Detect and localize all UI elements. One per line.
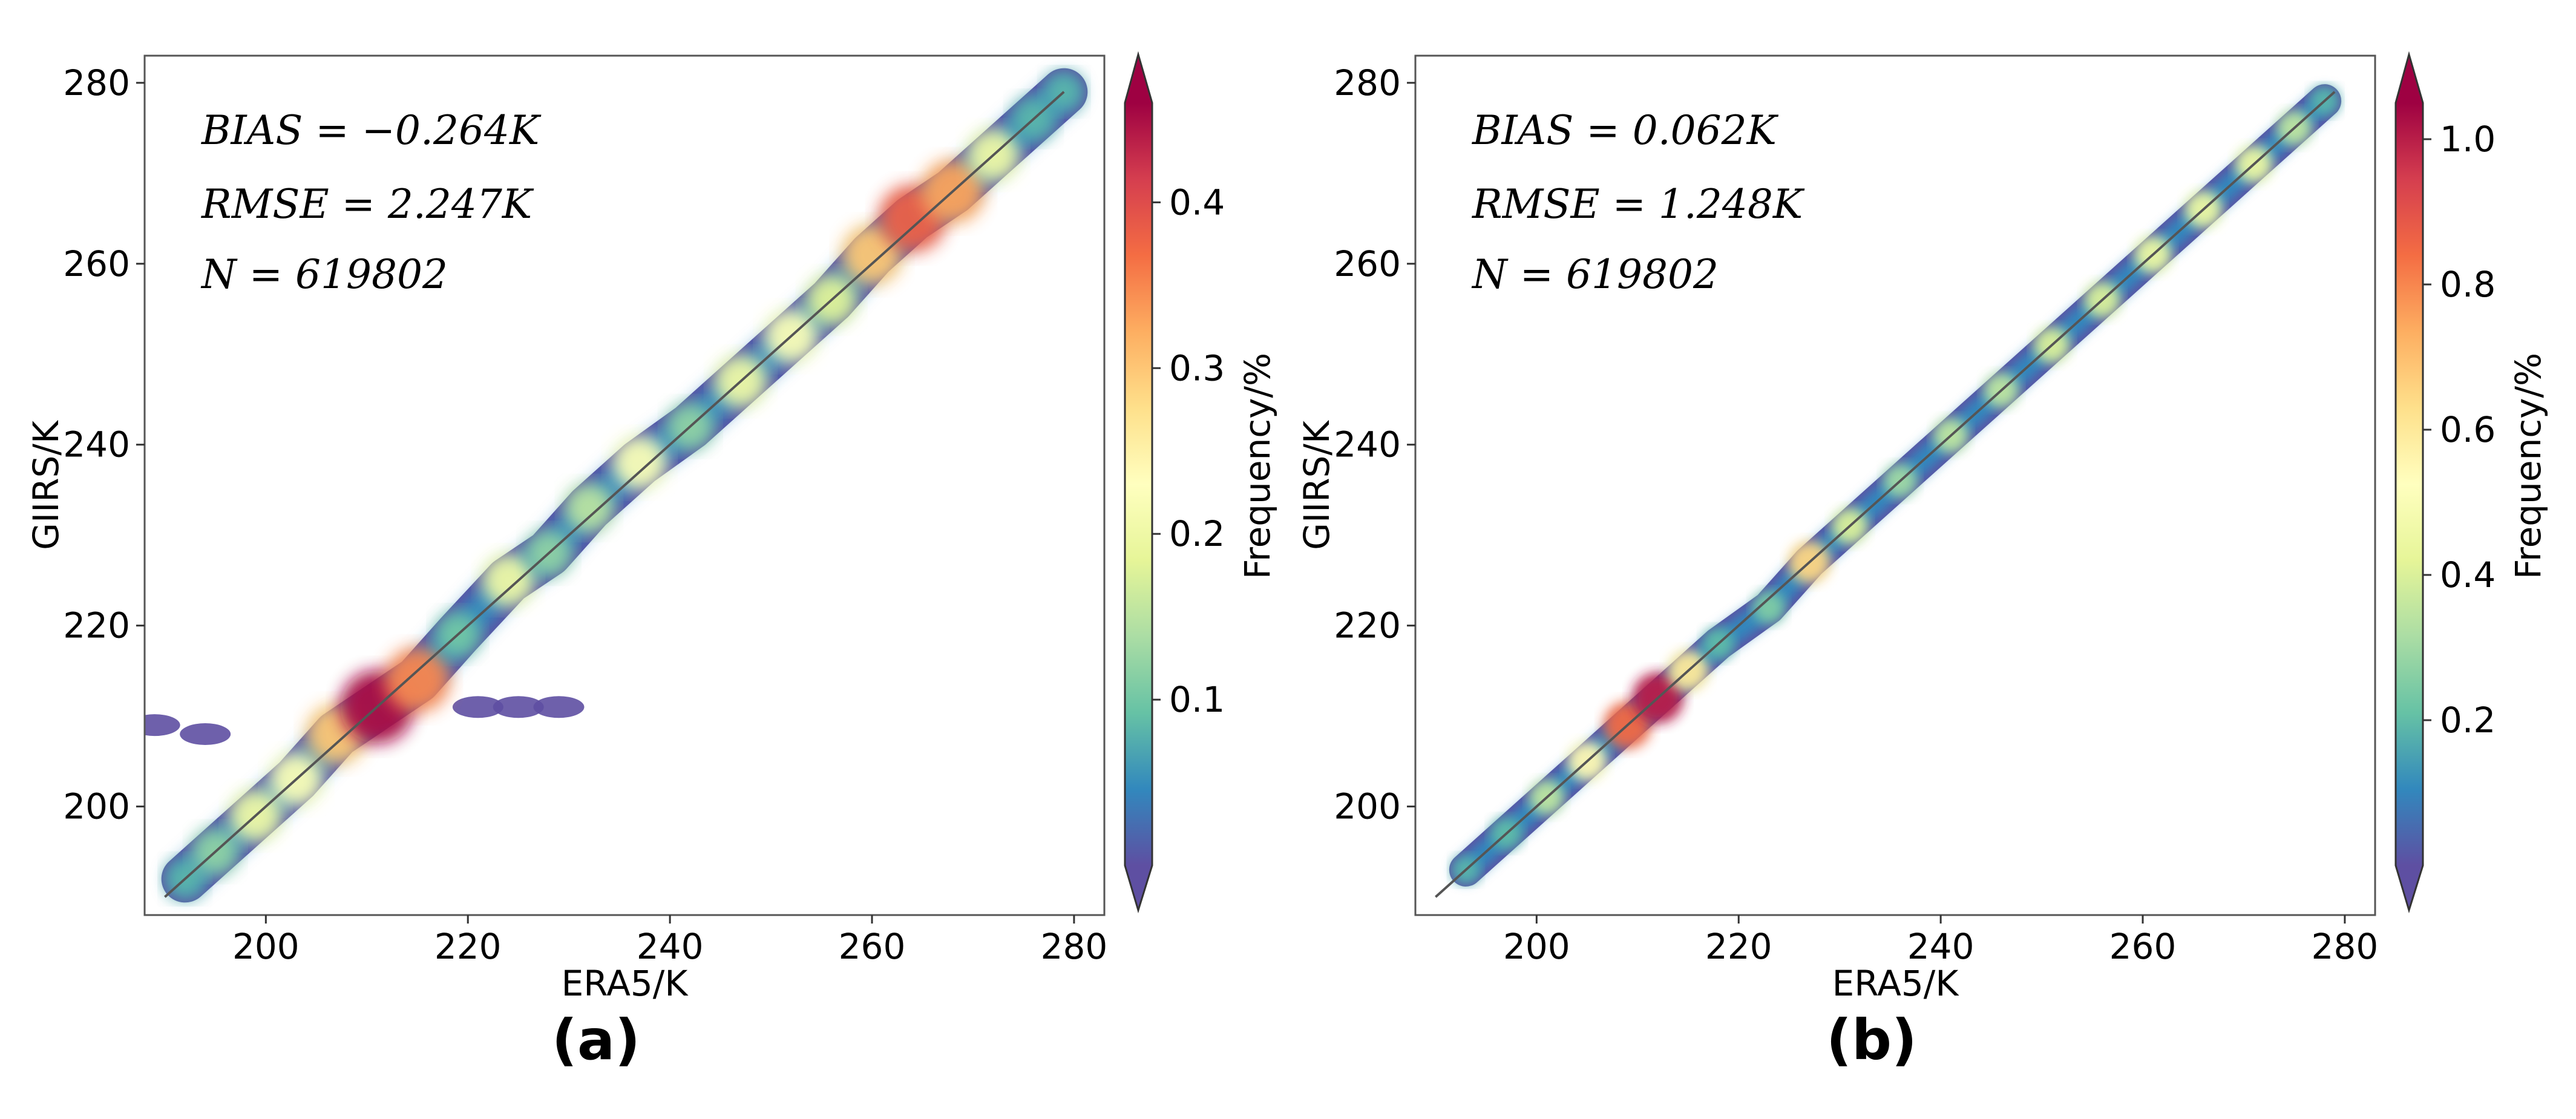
x-tick-label-a-200: 200 (232, 926, 300, 967)
colorbar-tick-label-b-1: 0.4 (2440, 554, 2496, 596)
n-text-b: N = 619802 (1471, 251, 1719, 298)
colorbar-ticks-b: 0.2 0.4 0.6 0.8 1.0 (2423, 119, 2496, 741)
x-ticks-b: 200 220 240 260 280 (1503, 915, 2378, 967)
y-tick-label-b-220: 220 (1334, 605, 1401, 646)
colorbar-label-a: Frequency/% (1237, 353, 1278, 579)
outlier-point-a-1 (493, 696, 544, 718)
y-axis-label-b: GIIRS/K (1296, 419, 1337, 550)
colorbar-extend-top-a (1125, 54, 1152, 103)
colorbar-outline-b (2394, 51, 2424, 914)
rmse-text-a: RMSE = 2.247K (201, 181, 534, 228)
colorbar-outline-a (1124, 51, 1153, 914)
y-tick-label-a-220: 220 (63, 605, 130, 646)
y-tick-label-a-200: 200 (63, 786, 130, 827)
y-tick-label-b-280: 280 (1334, 62, 1401, 103)
y-ticks-b: 200 220 240 260 280 (1334, 62, 1415, 827)
bias-text-a: BIAS = −0.264K (201, 107, 542, 154)
one-to-one-line-a (164, 91, 1065, 898)
colorbar-tick-label-a-3: 0.4 (1169, 182, 1225, 223)
y-tick-label-a-240: 240 (63, 424, 130, 465)
colorbar-body-a (1125, 103, 1152, 865)
colorbar-extend-top-b (2396, 54, 2423, 103)
outlier-point-a-4 (180, 723, 231, 746)
colorbar-tick-label-b-4: 1.0 (2440, 119, 2496, 160)
colorbar-b: 0.2 0.4 0.6 0.8 1.0 Frequency/% (2394, 51, 2549, 914)
y-tick-label-b-240: 240 (1334, 424, 1401, 465)
rmse-text-b: RMSE = 1.248K (1472, 181, 1805, 228)
colorbar-ticks-a: 0.1 0.2 0.3 0.4 (1152, 182, 1225, 720)
one-to-one-line-b (1435, 91, 2336, 898)
y-tick-label-a-260: 260 (63, 243, 130, 284)
x-tick-label-b-280: 280 (2312, 926, 2379, 967)
colorbar-tick-label-a-1: 0.2 (1169, 513, 1225, 554)
x-axis-label-a: ERA5/K (562, 963, 689, 1004)
colorbar-tick-label-a-2: 0.3 (1169, 347, 1225, 389)
colorbar-extend-bottom-a (1125, 865, 1152, 910)
x-tick-label-a-260: 260 (839, 926, 906, 967)
outlier-point-a-2 (533, 696, 585, 718)
density-point-a-11 (612, 435, 667, 490)
x-tick-label-b-200: 200 (1503, 926, 1570, 967)
colorbar-a: 0.1 0.2 0.3 0.4 Frequency/% (1124, 51, 1278, 914)
density-point-a-10 (564, 483, 614, 533)
colorbar-label-b: Frequency/% (2508, 353, 2549, 579)
colorbar-tick-label-b-0: 0.2 (2440, 700, 2496, 741)
x-tick-label-a-220: 220 (434, 926, 502, 967)
density-point-a-8 (482, 554, 535, 607)
y-tick-label-b-200: 200 (1334, 786, 1401, 827)
plot-frame-b (1414, 54, 2376, 916)
density-point-a-6 (384, 647, 450, 713)
y-axis-label-a: GIIRS/K (25, 419, 67, 550)
panel-b: 200 220 240 260 280 200 220 240 260 280 BIAS = 0… (1296, 51, 2549, 1072)
outlier-point-a-0 (452, 696, 503, 718)
x-tick-label-b-220: 220 (1705, 926, 1772, 967)
bias-text-b: BIAS = 0.062K (1472, 107, 1779, 154)
density-point-b-8 (1752, 591, 1786, 624)
colorbar-extend-bottom-b (2396, 865, 2423, 910)
colorbar-tick-label-a-0: 0.1 (1169, 679, 1225, 720)
x-tick-label-a-240: 240 (637, 926, 704, 967)
colorbar-body-b (2396, 103, 2423, 865)
panel-a: 200 220 240 260 280 200 220 240 260 280 BIAS = −… (25, 51, 1278, 1072)
y-tick-label-a-280: 280 (63, 62, 130, 103)
outlier-point-a-3 (145, 714, 180, 737)
panel-label-b: (b) (1826, 1008, 1917, 1072)
colorbar-tick-label-b-3: 0.8 (2440, 264, 2496, 305)
y-ticks-a: 200 220 240 260 280 (63, 62, 145, 827)
plot-frame-a (143, 54, 1106, 916)
x-tick-label-b-260: 260 (2109, 926, 2177, 967)
x-ticks-a: 200 220 240 260 280 (232, 915, 1107, 967)
x-tick-label-b-240: 240 (1907, 926, 1975, 967)
x-tick-label-a-280: 280 (1041, 926, 1108, 967)
colorbar-tick-label-b-2: 0.6 (2440, 409, 2496, 450)
panel-label-a: (a) (552, 1008, 640, 1072)
x-axis-label-b: ERA5/K (1832, 963, 1960, 1004)
n-text-a: N = 619802 (200, 251, 448, 298)
y-tick-label-b-260: 260 (1334, 243, 1401, 284)
